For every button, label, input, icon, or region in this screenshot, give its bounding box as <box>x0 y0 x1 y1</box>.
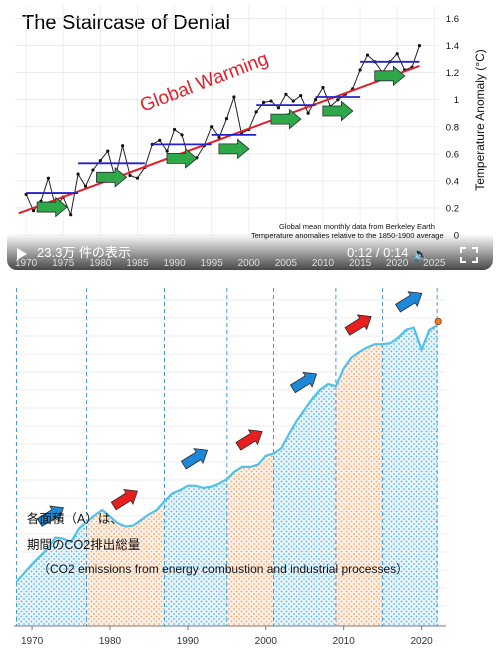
temperature-point <box>224 117 229 121</box>
x-tick-label: 2010 <box>333 636 356 647</box>
period-area <box>164 479 227 626</box>
x-tick-label: 1990 <box>177 636 200 647</box>
temperature-point <box>269 99 273 103</box>
temperature-point <box>210 125 214 129</box>
temperature-point <box>98 158 102 163</box>
temperature-point <box>128 173 132 178</box>
period-area <box>226 453 274 626</box>
x-tick-label: 1980 <box>99 636 122 647</box>
blue-arrow-icon <box>289 371 318 394</box>
temperature-series-line <box>25 45 420 217</box>
view-count: 23.3万 件の表示 <box>37 245 131 260</box>
temperature-point <box>395 52 399 56</box>
green-arrow-icon <box>96 166 128 188</box>
period-area <box>86 501 165 626</box>
red-arrow-icon <box>344 314 372 336</box>
green-arrow-icon <box>166 147 198 169</box>
green-arrow-icon <box>270 108 302 130</box>
temperature-point <box>46 176 50 180</box>
temperature-point <box>358 68 362 72</box>
temperature-point <box>172 127 177 132</box>
blue-arrow-icon <box>180 448 209 470</box>
chart-title: The Staircase of Denial <box>22 12 230 34</box>
temperature-point <box>106 149 110 153</box>
area-note-line2: 期間のCO2排出総量 <box>27 538 140 552</box>
temperature-point <box>135 176 140 180</box>
global-warming-label: Global Warming <box>137 48 271 116</box>
staircase-chart: The Staircase of Denial Global Warming G… <box>15 5 487 242</box>
temperature-point <box>69 213 73 217</box>
temperature-point <box>31 209 36 213</box>
time-display: 0:12 / 0:14 <box>347 245 409 260</box>
temperature-point <box>276 106 281 110</box>
blue-arrow-icon <box>395 291 423 313</box>
play-icon[interactable] <box>17 248 27 260</box>
fullscreen-icon[interactable] <box>459 246 479 264</box>
temperature-point <box>254 110 258 114</box>
temperature-point <box>306 111 310 115</box>
x-tick-label: 2000 <box>255 636 278 647</box>
co2-line <box>15 324 438 583</box>
co2-emissions-chart: 1970 1980 1990 2000 2010 2020 各面積（A）は、 期間のCO2… <box>14 288 446 647</box>
temperature-point <box>284 92 288 96</box>
temperature-point <box>76 172 80 176</box>
temperature-point <box>158 138 162 142</box>
green-arrow-icon <box>218 138 250 160</box>
temperature-point <box>232 95 236 99</box>
y-tick-label: 0.4 <box>446 176 459 187</box>
temperature-point <box>365 53 370 57</box>
y-tick-label: 0.2 <box>446 203 459 214</box>
period-area <box>16 522 87 626</box>
temperature-point <box>299 94 303 98</box>
y-tick-label: 1 <box>454 95 459 106</box>
x-tick-label: 1970 <box>21 636 44 647</box>
temperature-point <box>417 43 422 48</box>
period-area <box>382 325 438 626</box>
period-area <box>335 344 383 626</box>
y-tick-label: 0.6 <box>446 149 459 160</box>
temperature-point <box>336 98 340 102</box>
video-player[interactable]: The Staircase of Denial Global Warming G… <box>7 0 493 270</box>
temperature-point <box>321 85 325 90</box>
temperature-point <box>291 99 295 103</box>
trend-line <box>18 64 420 215</box>
y-axis-label: Temperature Anomaly (°C) <box>473 49 487 191</box>
temperature-point <box>91 168 95 172</box>
temperature-point <box>313 98 318 102</box>
period-area <box>273 384 336 626</box>
source-note-1: Global mean monthly data from Berkeley E… <box>279 222 435 231</box>
temperature-point <box>262 100 266 105</box>
temperature-point <box>121 144 125 148</box>
y-tick-label: 0.8 <box>446 122 459 133</box>
red-arrow-icon <box>235 429 263 451</box>
blue-arrow-icon <box>36 505 64 527</box>
latest-point-marker <box>434 317 442 326</box>
temperature-point <box>83 184 88 188</box>
volume-icon[interactable]: 🔈 <box>412 246 430 262</box>
temperature-point <box>180 133 184 137</box>
area-note-line1: 各面積（A）は、 <box>27 511 123 526</box>
y-tick-label: 1.4 <box>446 41 459 52</box>
green-arrow-icon <box>36 196 68 218</box>
red-arrow-icon <box>110 489 138 511</box>
temperature-point <box>165 149 169 153</box>
y-tick-label: 1.6 <box>446 14 459 25</box>
green-arrow-icon <box>322 100 354 122</box>
green-arrow-icon <box>374 65 406 87</box>
area-note-line3: （CO2 emissions from energy combustion an… <box>38 562 408 576</box>
y-tick-label: 1.2 <box>446 68 459 79</box>
video-controls <box>7 234 493 270</box>
x-tick-label: 2020 <box>410 636 433 647</box>
